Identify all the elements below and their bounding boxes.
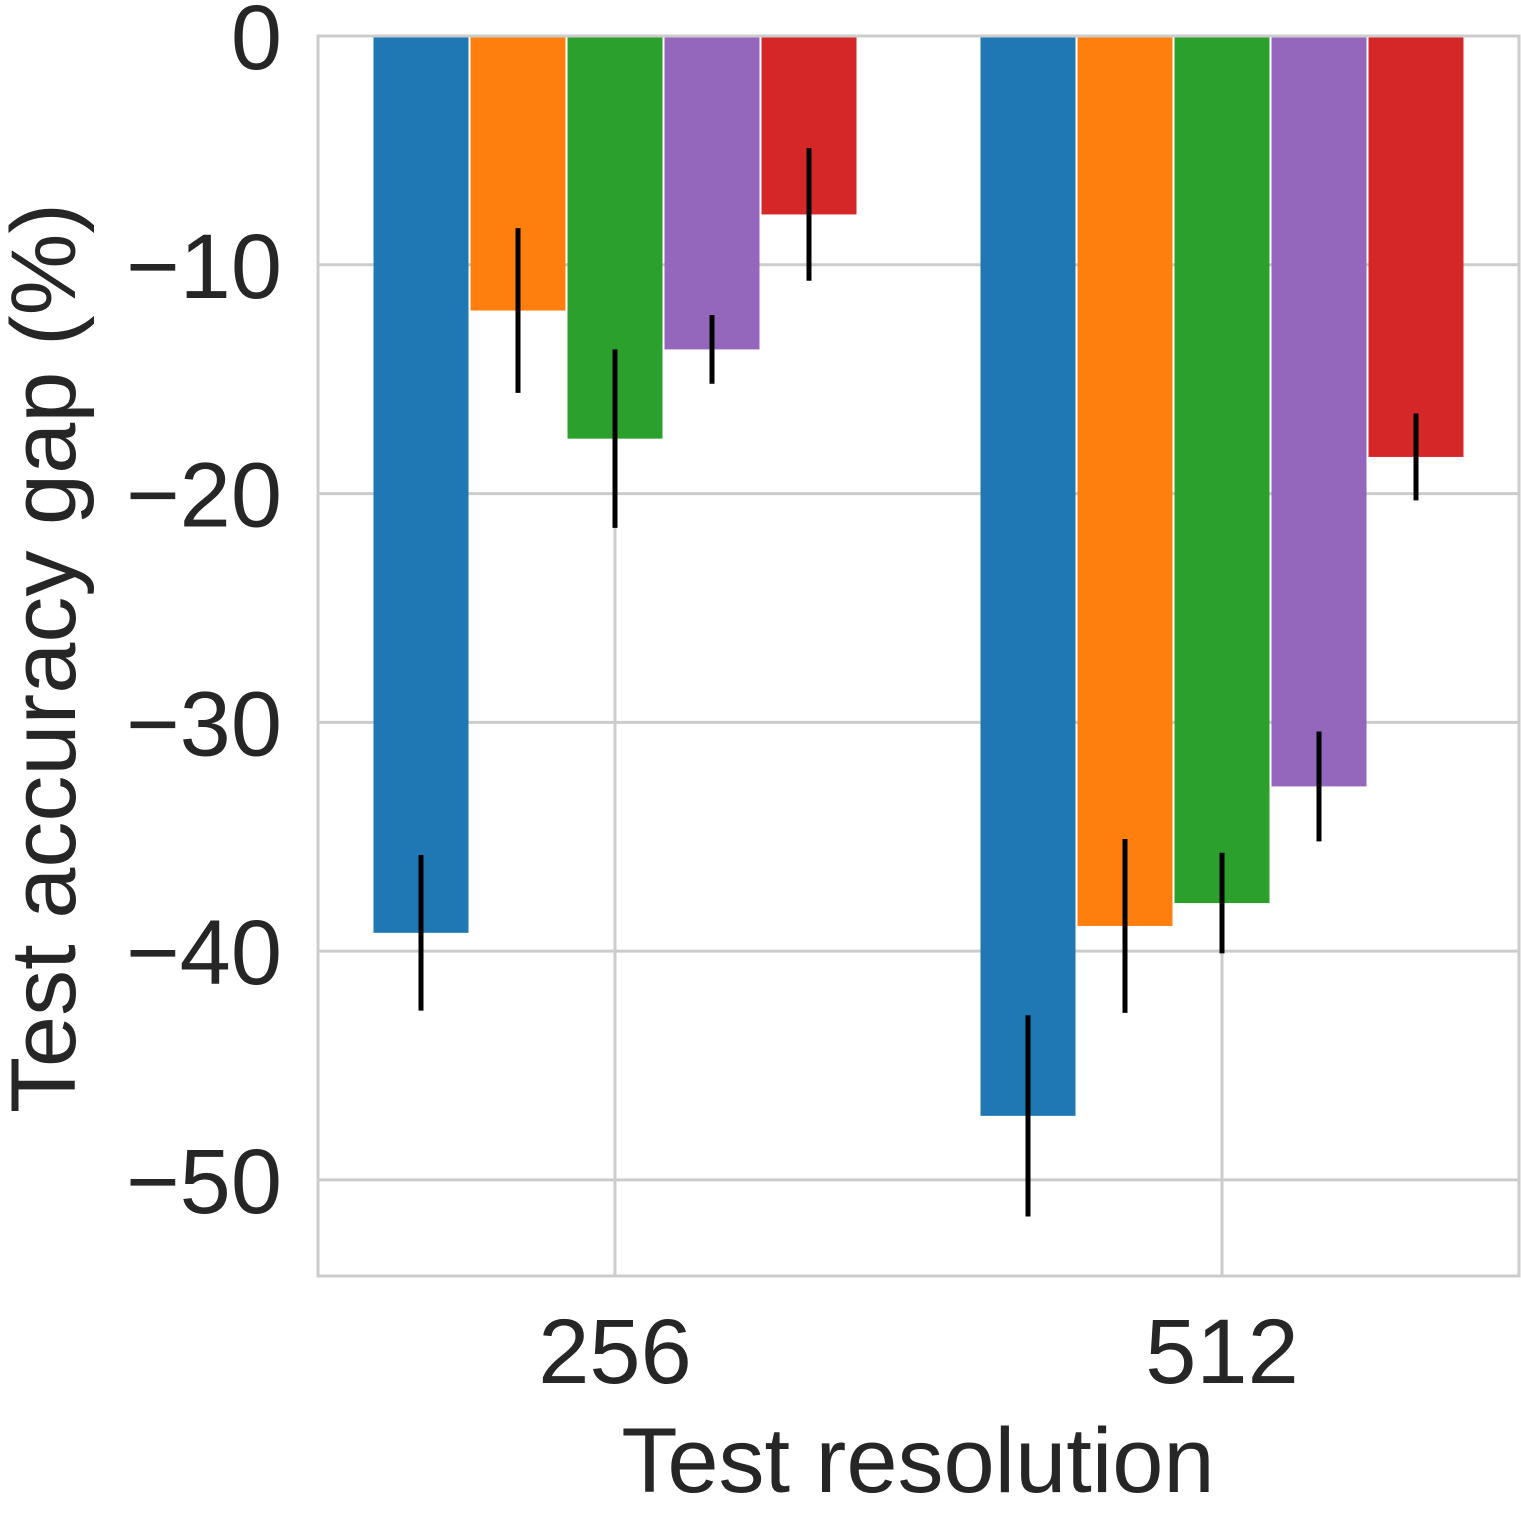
x-tick-labels: 256 512 xyxy=(538,1301,1299,1403)
y-tick-label: −50 xyxy=(126,1131,282,1233)
y-axis-label: Test accuracy gap (%) xyxy=(0,203,95,1113)
y-tick-label: −10 xyxy=(126,216,282,318)
y-tick-label: −40 xyxy=(126,902,282,1004)
bar xyxy=(664,36,760,350)
bar xyxy=(1368,36,1464,457)
y-tick-label: −20 xyxy=(126,445,282,547)
x-tick-label: 512 xyxy=(1145,1301,1299,1403)
error-bars xyxy=(418,148,1419,1217)
bar xyxy=(373,36,469,933)
y-tick-label: −30 xyxy=(126,673,282,775)
y-tick-labels: 0 −10 −20 −30 −40 −50 xyxy=(126,0,282,1233)
bar xyxy=(1271,36,1367,787)
plot-frame xyxy=(316,34,1521,1278)
x-tick-label: 256 xyxy=(538,1301,692,1403)
bars xyxy=(373,36,1464,1116)
y-tick-label: 0 xyxy=(231,0,282,89)
bar xyxy=(980,36,1076,1116)
x-axis-label: Test resolution xyxy=(621,1410,1214,1512)
bar xyxy=(1174,36,1270,904)
bar xyxy=(1077,36,1173,926)
